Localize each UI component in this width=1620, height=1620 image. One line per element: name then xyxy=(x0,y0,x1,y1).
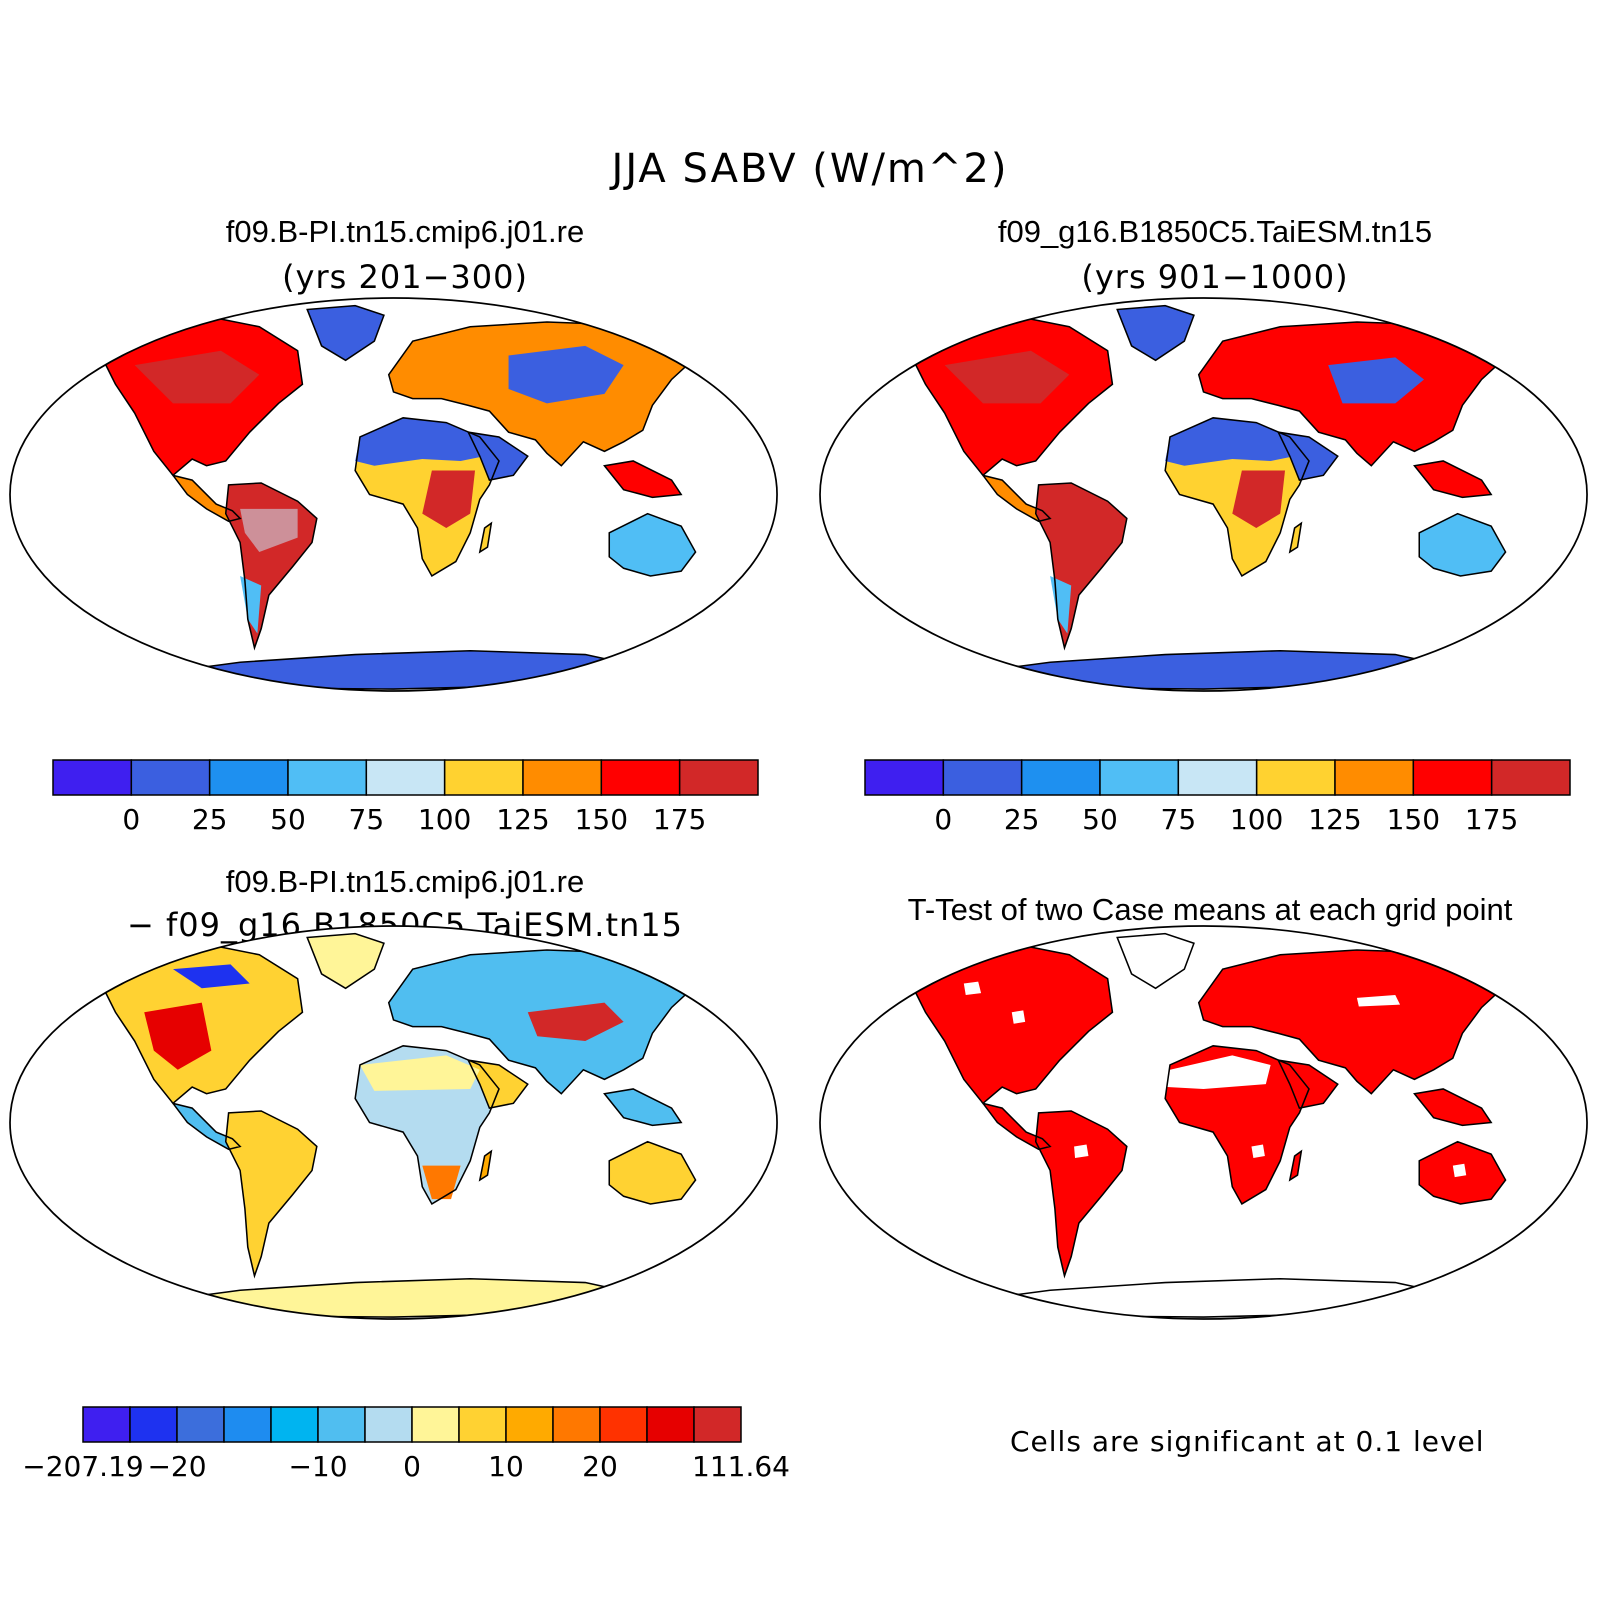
colorbar-tick-label: 75 xyxy=(1160,803,1197,836)
colorbar-swatch xyxy=(1177,759,1258,796)
colorbar-swatch xyxy=(176,1406,225,1443)
colorbar-tick-label: −20 xyxy=(147,1450,207,1483)
colorbar-swatch xyxy=(864,759,945,796)
colorbar-tick-label: 0 xyxy=(122,803,141,836)
colorbar-top-left xyxy=(52,759,759,796)
colorbar-swatch xyxy=(1334,759,1415,796)
colorbar-swatch xyxy=(552,1406,601,1443)
colorbar-swatch xyxy=(678,759,759,796)
colorbar-tick-label: 25 xyxy=(1003,803,1040,836)
map-bottom-left xyxy=(9,925,778,1320)
colorbar-tick-label: 10 xyxy=(488,1450,524,1483)
colorbar-swatch xyxy=(942,759,1023,796)
colorbar-swatch xyxy=(208,759,289,796)
colorbar-tick-label: 125 xyxy=(496,803,550,836)
colorbar-tick-label: 20 xyxy=(582,1450,618,1483)
map-bottom-right xyxy=(819,925,1588,1320)
colorbar-tick-label: 100 xyxy=(1229,803,1284,836)
colorbar-swatch xyxy=(130,759,211,796)
colorbar-tick-label: 75 xyxy=(348,803,385,836)
panel-title-bottom-right: T-Test of two Case means at each grid po… xyxy=(907,892,1513,927)
panel-title-bottom-left: f09.B-PI.tn15.cmip6.j01.re xyxy=(225,864,585,899)
colorbar-swatch xyxy=(270,1406,319,1443)
panel-title-top-left: f09.B-PI.tn15.cmip6.j01.re xyxy=(225,214,585,249)
colorbar-swatch xyxy=(599,1406,648,1443)
panel-title-top-right: f09_g16.B1850C5.TaiESM.tn15 xyxy=(997,214,1433,249)
significance-note: Cells are significant at 0.1 level xyxy=(1010,1425,1485,1458)
colorbar-swatch xyxy=(365,759,446,796)
colorbar-tick-label: 50 xyxy=(1082,803,1118,836)
colorbar-swatch xyxy=(1412,759,1493,796)
colorbar-swatch xyxy=(287,759,368,796)
map-top-left xyxy=(9,297,778,692)
colorbar-swatch xyxy=(364,1406,413,1443)
colorbar-tick-label: 100 xyxy=(417,803,472,836)
colorbar-swatch xyxy=(458,1406,507,1443)
colorbar-swatch xyxy=(443,759,524,796)
colorbar-tick-label: 111.64 xyxy=(692,1450,790,1483)
colorbar-swatch xyxy=(1490,759,1571,796)
panel-subtitle-top-left: (yrs 201−300) xyxy=(282,258,528,296)
colorbar-swatch xyxy=(1020,759,1101,796)
colorbar-tick-label: 0 xyxy=(403,1450,421,1483)
colorbar-tick-label: 25 xyxy=(191,803,228,836)
colorbar-tick-label: 125 xyxy=(1308,803,1362,836)
colorbar-tick-label: 50 xyxy=(270,803,306,836)
colorbar-tick-label: 150 xyxy=(1386,803,1441,836)
colorbar-swatch xyxy=(505,1406,554,1443)
colorbar-tick-label: 150 xyxy=(574,803,629,836)
colorbar-bottom-left xyxy=(82,1406,742,1443)
colorbar-top-right xyxy=(864,759,1571,796)
colorbar-tick-label: 175 xyxy=(1464,803,1519,836)
panel-subtitle-top-right: (yrs 901−1000) xyxy=(1081,258,1349,296)
colorbar-swatch xyxy=(411,1406,460,1443)
colorbar-swatch xyxy=(1099,759,1180,796)
colorbar-swatch xyxy=(82,1406,131,1443)
colorbar-swatch xyxy=(1255,759,1336,796)
colorbar-tick-label: 175 xyxy=(652,803,707,836)
figure-title: JJA SABV (W/m^2) xyxy=(611,146,1009,192)
colorbar-tick-label: −10 xyxy=(288,1450,348,1483)
colorbar-tick-label: 0 xyxy=(934,803,953,836)
colorbar-swatch xyxy=(646,1406,695,1443)
map-top-right xyxy=(819,297,1588,692)
colorbar-swatch xyxy=(693,1406,742,1443)
colorbar-swatch xyxy=(52,759,133,796)
colorbar-swatch xyxy=(129,1406,178,1443)
colorbar-swatch xyxy=(522,759,603,796)
colorbar-swatch xyxy=(600,759,681,796)
colorbar-swatch xyxy=(223,1406,272,1443)
colorbar-swatch xyxy=(317,1406,366,1443)
colorbar-tick-label: −207.19 xyxy=(22,1450,144,1483)
